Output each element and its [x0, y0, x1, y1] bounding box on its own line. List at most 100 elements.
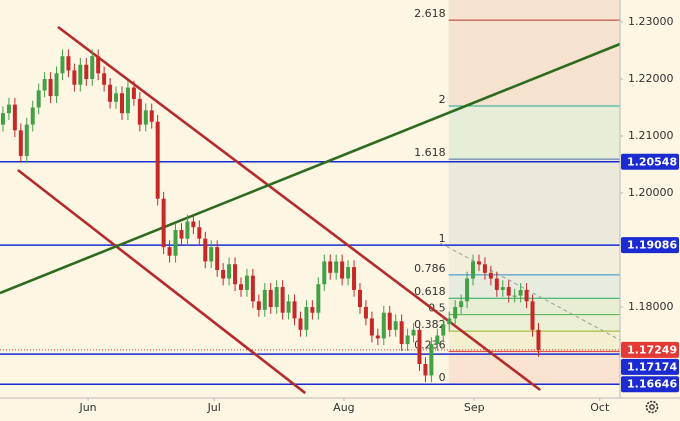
candle-body — [238, 284, 243, 290]
candle-body — [476, 261, 481, 265]
candle-body — [60, 56, 65, 74]
fib-level-label: 0.786 — [414, 262, 446, 275]
price-tag-label: 1.20548 — [627, 155, 677, 168]
candle-body — [114, 93, 119, 102]
candle-body — [215, 247, 220, 270]
candle-body — [149, 110, 154, 122]
candle-body — [137, 98, 142, 125]
candle-body — [441, 324, 446, 336]
y-tick-label: 1.22000 — [628, 72, 674, 85]
candle-body — [506, 287, 511, 296]
candle-body — [369, 318, 374, 336]
candle-body — [244, 275, 249, 290]
candle-body — [524, 289, 529, 302]
candle-body — [125, 87, 130, 114]
candle-body — [447, 318, 452, 325]
candle-body — [328, 261, 333, 273]
candle-body — [250, 275, 255, 302]
candle-body — [256, 301, 261, 310]
dashed-trend-line — [440, 242, 621, 341]
candle-body — [6, 104, 11, 114]
candle-body — [453, 307, 458, 319]
candle-body — [298, 318, 303, 330]
candle-body — [227, 264, 232, 279]
candle-body — [12, 104, 17, 131]
candle-body — [316, 284, 321, 313]
x-tick-label: Aug — [333, 401, 354, 414]
candle-body — [393, 321, 398, 330]
candle-body — [286, 301, 291, 313]
candle-body — [233, 264, 238, 285]
candle-body — [399, 321, 404, 345]
candle-body — [54, 73, 59, 97]
fib-band — [448, 245, 620, 275]
candle-body — [340, 261, 345, 279]
candle-body — [310, 307, 315, 313]
fib-level-label: 0.5 — [428, 302, 446, 315]
gear-inner[interactable] — [649, 404, 655, 410]
candle-body — [90, 56, 95, 80]
y-tick-label: 1.21000 — [628, 129, 674, 142]
candle-body — [512, 295, 517, 297]
candle-body — [161, 198, 166, 248]
candle-body — [36, 90, 41, 108]
candle-body — [334, 261, 339, 273]
candle-body — [209, 247, 214, 262]
price-tag-box — [621, 153, 679, 170]
candle-body — [262, 289, 267, 310]
fib-level-label: 2 — [439, 93, 446, 106]
candle-body — [155, 121, 160, 199]
candle-body — [173, 230, 178, 256]
candle-body — [66, 56, 71, 71]
candle-body — [143, 110, 148, 125]
x-tick-label: Jun — [78, 401, 96, 414]
candle-body — [405, 335, 410, 345]
candle-body — [352, 267, 357, 290]
candle-body — [185, 221, 190, 239]
candle-body — [375, 335, 380, 339]
x-tick-label: Jul — [207, 401, 221, 414]
settings-icon[interactable] — [645, 400, 659, 414]
candle-body — [411, 329, 416, 336]
price-tag-box — [621, 237, 679, 254]
candle-body — [179, 230, 184, 239]
candle-body — [363, 307, 368, 319]
fib-band — [448, 274, 620, 299]
candle-body — [346, 267, 351, 279]
candle-body — [381, 312, 386, 339]
candle-body — [191, 221, 196, 228]
y-tick-label: 1.20000 — [628, 186, 674, 199]
fib-band — [448, 159, 620, 246]
candle-body — [274, 287, 279, 308]
candle-body — [292, 301, 297, 319]
x-tick-label: Oct — [590, 401, 610, 414]
trend-line — [57, 25, 542, 392]
candle-body — [471, 261, 476, 279]
candle-body — [131, 87, 136, 99]
trend-line — [17, 168, 307, 395]
candle-body — [459, 301, 464, 308]
candle-body — [0, 113, 5, 125]
candle-body — [322, 261, 327, 285]
candle-body — [221, 269, 226, 279]
candle-body — [500, 287, 505, 290]
price-tag-box — [621, 358, 679, 375]
fib-level-label: 1.618 — [414, 146, 446, 159]
fib-band — [448, 106, 620, 160]
candle-body — [280, 287, 285, 313]
gear-outer[interactable] — [645, 400, 659, 414]
candle-body — [108, 84, 113, 102]
y-tick-label: 1.18000 — [628, 300, 674, 313]
fib-level-label: 0 — [439, 371, 446, 384]
candle-body — [72, 70, 77, 85]
candle-body — [78, 64, 83, 85]
y-tick-label: 1.23000 — [628, 15, 674, 28]
candle-body — [435, 335, 440, 345]
candle-body — [96, 56, 101, 74]
candle-body — [30, 107, 35, 125]
candle-body — [357, 289, 362, 308]
candle-body — [417, 329, 422, 365]
